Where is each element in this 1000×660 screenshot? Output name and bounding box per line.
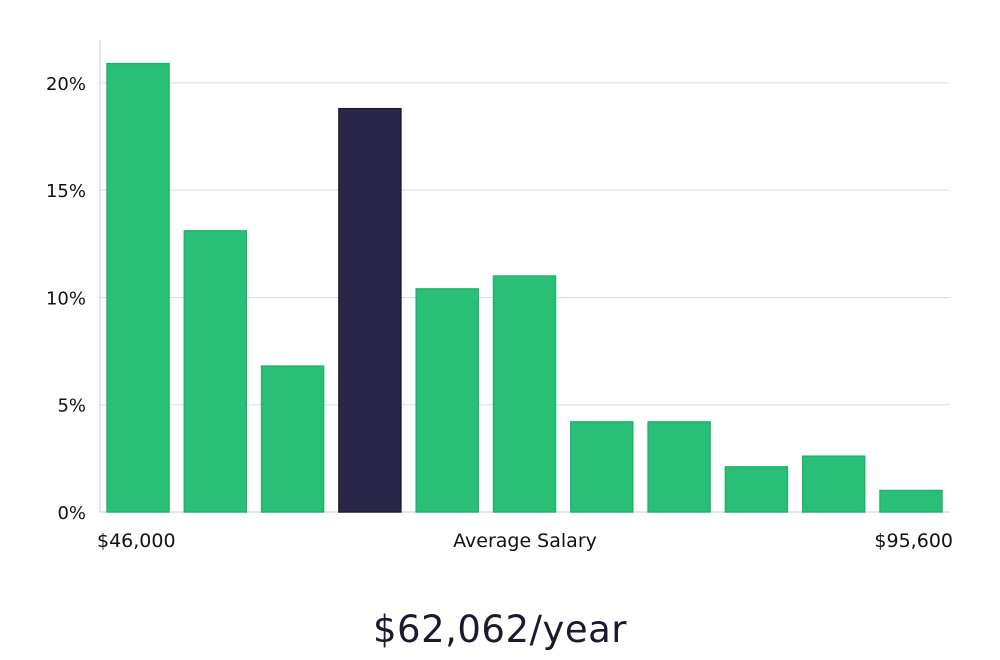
bar-1 [106, 62, 170, 513]
bar-2 [183, 230, 248, 513]
average-salary-value: $62,062/year [372, 608, 627, 651]
x-max-label: $95,600 [874, 530, 953, 552]
bar-10 [801, 455, 866, 513]
bar-11 [879, 489, 943, 513]
y-tick-label: 0% [57, 503, 86, 524]
y-tick-label: 20% [46, 74, 86, 95]
salary-histogram-chart: 0% 5% 10% 15% 20% $46,000 Average Salary $95… [46, 40, 953, 552]
bars [106, 62, 943, 513]
bar-highlighted [338, 107, 402, 513]
bar-5 [415, 288, 479, 513]
bar-7 [570, 421, 634, 513]
bar-9 [724, 466, 789, 513]
x-axis-title: Average Salary [453, 530, 597, 552]
y-tick-label: 10% [46, 288, 86, 309]
y-tick-label: 5% [57, 396, 86, 417]
bar-3 [260, 365, 325, 513]
y-tick-labels: 0% 5% 10% 15% 20% [46, 74, 86, 524]
x-min-label: $46,000 [97, 530, 176, 552]
bar-6 [492, 275, 557, 513]
y-tick-label: 15% [46, 181, 86, 202]
bar-8 [647, 421, 711, 513]
